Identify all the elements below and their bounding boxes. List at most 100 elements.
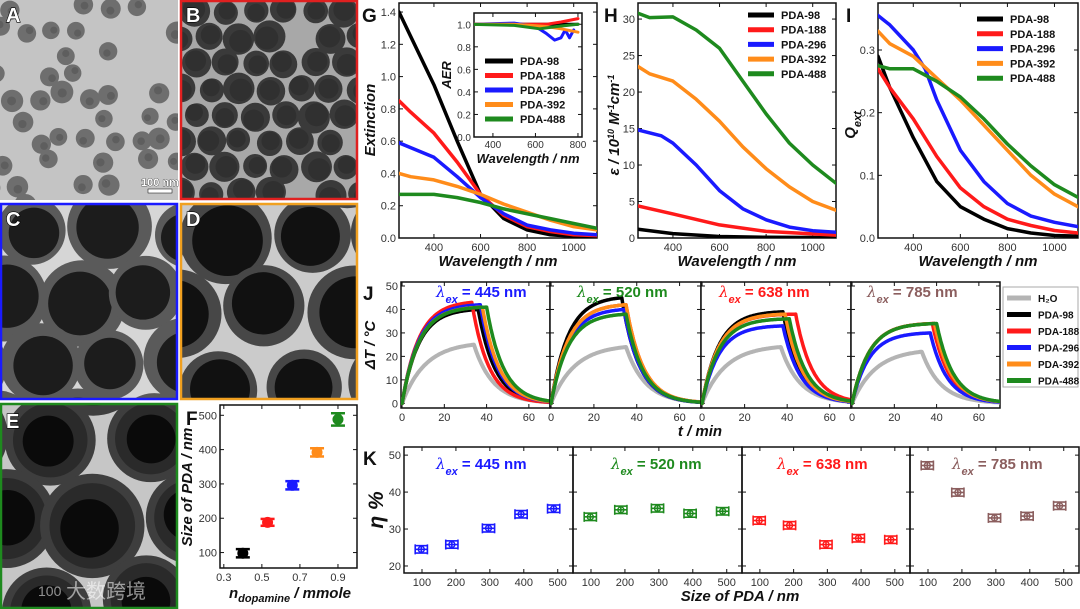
marker bbox=[686, 509, 694, 518]
particle-core bbox=[144, 114, 151, 122]
x-axis-title: ndopamine / mmole bbox=[229, 585, 351, 605]
data-point bbox=[514, 509, 528, 520]
panel-label-d: D bbox=[186, 209, 200, 231]
excitation-label: λex = 785 nm bbox=[951, 455, 1043, 478]
y-tick-label: 0.0 bbox=[457, 133, 471, 144]
particle-core bbox=[337, 156, 356, 174]
x-tick-label: 400 bbox=[425, 242, 443, 254]
particle-core bbox=[13, 335, 73, 396]
y-tick-label: 1.2 bbox=[381, 39, 396, 51]
legend-label: H₂O bbox=[1038, 294, 1058, 305]
marker bbox=[1055, 502, 1064, 510]
x-tick-label: 100 bbox=[751, 577, 769, 589]
marker bbox=[237, 547, 249, 559]
x-tick-label: 0 bbox=[399, 412, 405, 424]
panel-label-c: C bbox=[6, 209, 20, 231]
watermark-logo: 100 bbox=[38, 583, 62, 599]
data-point bbox=[310, 446, 325, 458]
y-tick-label: 100 bbox=[199, 548, 217, 560]
lambda-subscript: ex bbox=[962, 466, 975, 478]
marker bbox=[854, 534, 863, 542]
marker bbox=[990, 514, 999, 522]
x-axis-title: Wavelength / nm bbox=[678, 253, 797, 270]
lambda-subscript: ex bbox=[446, 294, 459, 306]
particle bbox=[346, 76, 358, 104]
x-tick-label: 0.3 bbox=[216, 572, 231, 584]
lambda-value: = 785 nm bbox=[889, 284, 958, 301]
data-point bbox=[583, 511, 598, 522]
marker bbox=[262, 516, 274, 528]
legend-label: PDA-296 bbox=[1038, 344, 1080, 355]
particle-core bbox=[0, 490, 35, 546]
marker bbox=[448, 540, 456, 549]
excitation-label: λex = 785 nm bbox=[866, 283, 958, 306]
x-tick-label: 800 bbox=[998, 242, 1016, 254]
panel-label-h: H bbox=[604, 6, 618, 27]
particle-core bbox=[352, 25, 358, 42]
particle-core bbox=[134, 0, 143, 9]
y-tick-label: 10 bbox=[386, 375, 398, 387]
particle-core bbox=[170, 30, 178, 40]
particle-core bbox=[170, 157, 178, 165]
legend-label: PDA-488 bbox=[520, 114, 565, 126]
data-point bbox=[481, 523, 496, 534]
watermark: 大数跨境 bbox=[66, 580, 146, 603]
lambda-value: = 520 nm bbox=[599, 284, 668, 301]
marker bbox=[923, 461, 932, 470]
data-point bbox=[819, 539, 833, 550]
particle-core bbox=[154, 86, 163, 95]
particle-core bbox=[84, 337, 136, 390]
x-tick-label: 40 bbox=[781, 412, 793, 424]
x-tick-label: 60 bbox=[824, 412, 836, 424]
heating-curve bbox=[851, 321, 1000, 406]
y-axis-title-part: M bbox=[606, 112, 623, 129]
x-tick-label: 300 bbox=[650, 577, 668, 589]
particle-core bbox=[96, 158, 105, 167]
heating-curve bbox=[851, 349, 1000, 406]
x-tick-label: 600 bbox=[951, 242, 969, 254]
excitation-label: λex = 520 nm bbox=[576, 283, 668, 306]
y-tick-label: 0.2 bbox=[381, 201, 396, 213]
lambda-symbol: λ bbox=[610, 455, 621, 473]
particle-core bbox=[71, 67, 79, 75]
particle bbox=[0, 390, 24, 400]
x-tick-label: 20 bbox=[588, 412, 600, 424]
x-tick-label: 500 bbox=[718, 577, 736, 589]
particle-core bbox=[106, 91, 115, 100]
panel-label-i: I bbox=[846, 6, 851, 27]
particle-core bbox=[126, 414, 176, 464]
particle-core bbox=[190, 359, 250, 400]
y-tick-label: 50 bbox=[386, 281, 398, 293]
particle-core bbox=[76, 203, 139, 259]
y-tick-label: 10 bbox=[623, 160, 635, 172]
heating-curve bbox=[550, 312, 701, 406]
data-point bbox=[444, 539, 459, 550]
particle-core bbox=[85, 97, 94, 106]
x-tick-label: 60 bbox=[973, 412, 985, 424]
x-tick-label: 100 bbox=[582, 577, 600, 589]
data-point bbox=[650, 503, 665, 514]
series-line-pda-392 bbox=[878, 29, 1078, 209]
excitation-label: λex = 638 nm bbox=[776, 455, 868, 478]
legend-label: PDA-392 bbox=[781, 54, 826, 66]
particle-core bbox=[39, 97, 48, 106]
particle bbox=[361, 49, 387, 75]
y-tick-label: 0 bbox=[392, 398, 398, 410]
x-tick-label: 0 bbox=[849, 412, 855, 424]
particle-core bbox=[333, 0, 355, 21]
excitation-label: λex = 638 nm bbox=[718, 283, 810, 306]
particle-core bbox=[40, 142, 48, 150]
lambda-subscript: ex bbox=[729, 294, 742, 306]
tem-panel-a bbox=[0, 0, 178, 200]
inset-x-axis-title: Wavelength / nm bbox=[476, 151, 579, 166]
x-tick-label: 500 bbox=[886, 577, 904, 589]
marker bbox=[887, 536, 895, 544]
data-point bbox=[330, 411, 345, 427]
particle-core bbox=[289, 76, 309, 96]
y-tick-label: 300 bbox=[199, 479, 217, 491]
micrograph-border bbox=[179, 202, 359, 401]
particle-core bbox=[48, 74, 56, 82]
marker bbox=[332, 413, 344, 425]
y-tick-label: 40 bbox=[386, 304, 398, 316]
panel-label-k: K bbox=[363, 449, 377, 470]
